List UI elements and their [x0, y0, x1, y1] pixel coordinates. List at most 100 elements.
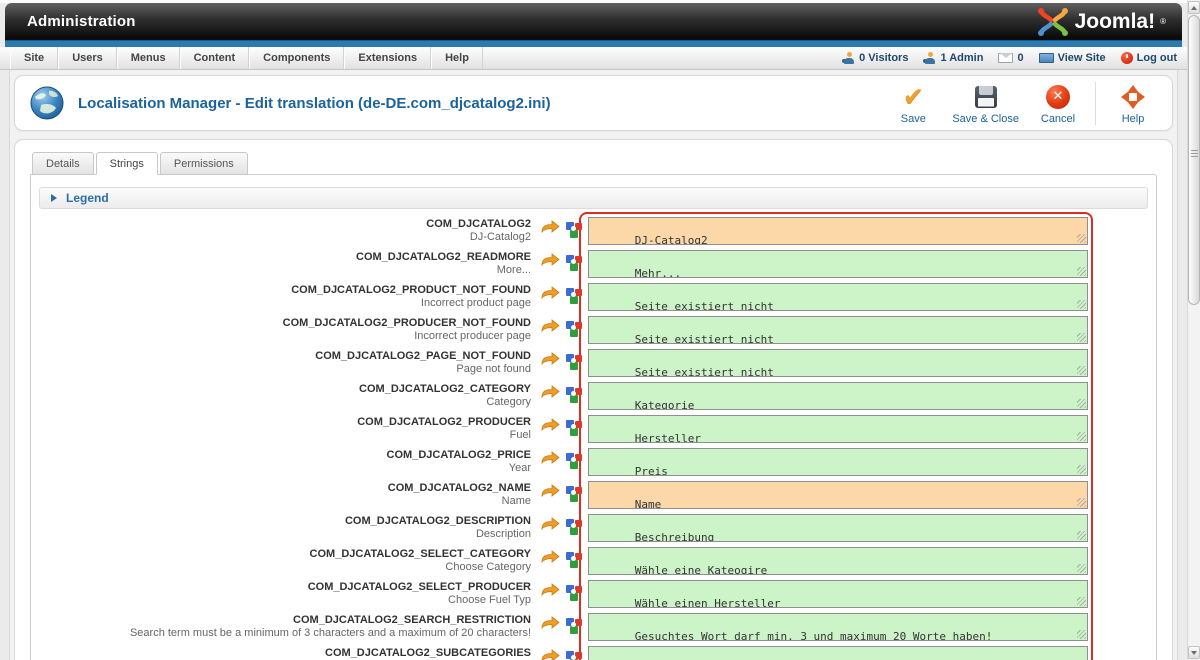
translation-textarea[interactable]: Mehr... [588, 250, 1088, 278]
visitors-count-label: 0 Visitors [859, 52, 909, 64]
textarea-resize-grip-icon[interactable] [1077, 333, 1086, 342]
translation-textarea[interactable]: Preis [588, 448, 1088, 476]
save-close-button[interactable]: Save & Close [944, 80, 1027, 127]
translation-value: Wähle einen Hersteller [634, 597, 781, 608]
string-key-label: COM_DJCATALOG2_NAME [387, 482, 531, 494]
translation-textarea[interactable]: Gesuchtes Wort darf min. 3 und maximum 2… [588, 613, 1088, 641]
save-close-floppy-icon [974, 85, 997, 108]
google-translate-icon[interactable] [566, 585, 582, 601]
help-lifering-icon [1121, 84, 1145, 109]
google-translate-icon[interactable] [566, 255, 582, 271]
google-translate-icon[interactable] [566, 552, 582, 568]
textarea-resize-grip-icon[interactable] [1077, 300, 1086, 309]
textarea-resize-grip-icon[interactable] [1077, 630, 1086, 639]
textarea-resize-grip-icon[interactable] [1077, 234, 1086, 243]
string-key-label: COM_DJCATALOG2 [426, 218, 531, 230]
string-source-label: Description [475, 528, 531, 540]
string-label-group: COM_DJCATALOG2_PRODUCER Fuel [39, 415, 531, 442]
tab-permissions[interactable]: Permissions [159, 152, 248, 175]
scrollbar-down-arrow[interactable] [1188, 646, 1200, 659]
translation-textarea[interactable]: Hersteller [588, 415, 1088, 443]
textarea-resize-grip-icon[interactable] [1077, 498, 1086, 507]
string-source-label: Search term must be a minimum of 3 chara… [129, 627, 531, 639]
menu-item-help[interactable]: Help [431, 47, 483, 69]
google-translate-icon[interactable] [566, 354, 582, 370]
menu-item-users[interactable]: Users [58, 47, 117, 69]
textarea-resize-grip-icon[interactable] [1077, 267, 1086, 276]
menu-item-components[interactable]: Components [249, 47, 345, 69]
string-source-label: Year [508, 462, 531, 474]
textarea-resize-grip-icon[interactable] [1077, 531, 1086, 540]
translation-row: COM_DJCATALOG2_READMORE More... Mehr... [39, 250, 1148, 278]
translation-textarea[interactable]: Wähle eine Kateogire [588, 547, 1088, 575]
translation-textarea[interactable]: Seite existiert nicht [588, 349, 1088, 377]
string-key-label: COM_DJCATALOG2_PRODUCT_NOT_FOUND [291, 284, 531, 296]
translation-textarea[interactable]: Name [588, 481, 1088, 509]
translation-value: Name [634, 498, 662, 509]
tab-strings[interactable]: Strings [95, 152, 158, 175]
string-label-group: COM_DJCATALOG2_PRODUCT_NOT_FOUND Incorre… [39, 283, 531, 310]
menu-item-site[interactable]: Site [10, 47, 59, 69]
maps-to-arrow-icon [541, 385, 560, 398]
logout-label: Log out [1136, 52, 1177, 64]
translation-row: COM_DJCATALOG2_PRODUCER_NOT_FOUND Incorr… [39, 316, 1148, 344]
textarea-resize-grip-icon[interactable] [1077, 465, 1086, 474]
google-translate-icon[interactable] [566, 387, 582, 403]
maps-to-arrow-icon [541, 352, 560, 365]
cancel-button[interactable]: ✕ Cancel [1027, 80, 1089, 127]
google-translate-icon[interactable] [566, 321, 582, 337]
save-button-label: Save [900, 112, 926, 125]
statusbar-view-site[interactable]: View Site [1038, 52, 1106, 64]
string-key-label: COM_DJCATALOG2_PAGE_NOT_FOUND [315, 350, 531, 362]
translation-textarea[interactable]: Wähle einen Hersteller [588, 580, 1088, 608]
google-translate-icon[interactable] [566, 222, 582, 238]
translation-textarea[interactable]: Seite existiert nicht [588, 283, 1088, 311]
textarea-resize-grip-icon[interactable] [1077, 597, 1086, 606]
string-key-label: COM_DJCATALOG2_DESCRIPTION [344, 515, 531, 527]
save-close-button-label: Save & Close [952, 112, 1019, 125]
maps-to-arrow-icon [541, 418, 560, 431]
legend-toggler[interactable]: Legend [39, 187, 1148, 209]
menu-item-extensions[interactable]: Extensions [344, 47, 432, 69]
statusbar-admins[interactable]: 1 Admin [923, 52, 983, 64]
textarea-resize-grip-icon[interactable] [1077, 432, 1086, 441]
menu-item-menus[interactable]: Menus [116, 47, 180, 69]
google-translate-icon[interactable] [566, 486, 582, 502]
save-button[interactable]: ✔ Save [882, 80, 944, 127]
google-translate-icon[interactable] [566, 651, 582, 660]
string-source-label: Incorrect producer page [414, 330, 531, 342]
string-source-label: DJ-Catalog2 [469, 231, 531, 243]
translation-textarea[interactable]: Kategorie [588, 382, 1088, 410]
toolbar: ✔ Save Save & Close ✕ Cancel Help [882, 80, 1164, 127]
statusbar-logout[interactable]: Log out [1120, 52, 1177, 64]
translation-textarea[interactable]: Beschreibung [588, 514, 1088, 542]
statusbar-messages[interactable]: 0 [998, 52, 1024, 64]
translation-textarea[interactable]: DJ-Catalog2 [588, 217, 1088, 245]
google-translate-icon[interactable] [566, 519, 582, 535]
textarea-resize-grip-icon[interactable] [1077, 564, 1086, 573]
string-key-label: COM_DJCATALOG2_SELECT_PRODUCER [307, 581, 531, 593]
translation-row: COM_DJCATALOG2_DESCRIPTION Description B… [39, 514, 1148, 542]
translation-value: Seite existiert nicht [634, 300, 774, 311]
window-title: Administration [27, 13, 136, 30]
google-translate-icon[interactable] [566, 288, 582, 304]
google-translate-icon[interactable] [566, 453, 582, 469]
textarea-resize-grip-icon[interactable] [1077, 399, 1086, 408]
scrollbar-up-arrow[interactable] [1188, 1, 1200, 14]
string-label-group: COM_DJCATALOG2_DESCRIPTION Description [39, 514, 531, 541]
scrollbar-thumb[interactable] [1188, 15, 1200, 305]
statusbar-visitors[interactable]: 0 Visitors [842, 52, 908, 64]
help-button[interactable]: Help [1102, 80, 1164, 127]
tab-details[interactable]: Details [32, 152, 94, 175]
cancel-x-icon: ✕ [1046, 84, 1070, 109]
google-translate-icon[interactable] [566, 420, 582, 436]
google-translate-icon[interactable] [566, 618, 582, 634]
page-frame: Localisation Manager - Edit translation … [9, 70, 1178, 660]
textarea-resize-grip-icon[interactable] [1077, 366, 1086, 375]
admin-title-bar: Administration Joomla! ® [5, 3, 1182, 40]
translation-value: Beschreibung [634, 531, 715, 542]
translation-textarea[interactable]: Seite existiert nicht [588, 316, 1088, 344]
translation-value: Gesuchtes Wort darf min. 3 und maximum 2… [634, 630, 993, 641]
translation-textarea[interactable]: Unterkateogorie [588, 646, 1088, 660]
menu-item-content[interactable]: Content [179, 47, 250, 69]
